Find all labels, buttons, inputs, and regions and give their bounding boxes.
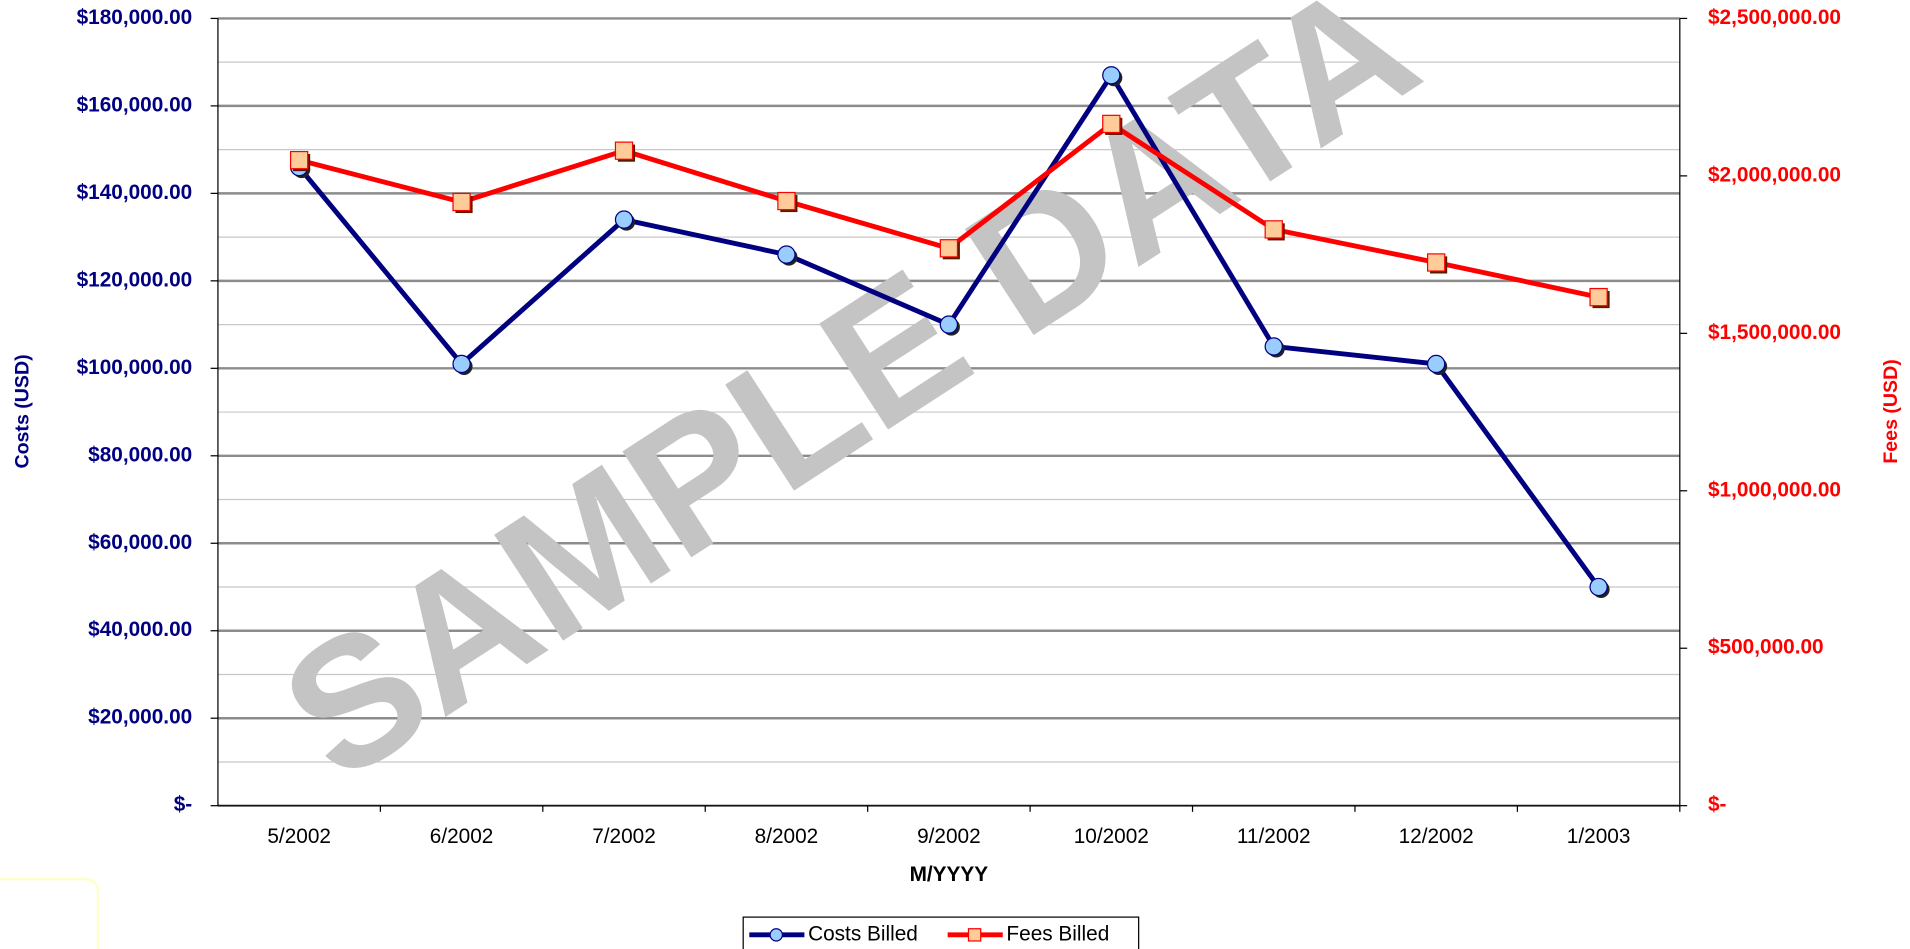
y-tick-label: $140,000.00 bbox=[77, 181, 193, 204]
watermark: SAMPLE DATA bbox=[248, 0, 1449, 819]
legend bbox=[742, 916, 1140, 949]
marker bbox=[1426, 253, 1446, 272]
y2-tick-label: $1,500,000.00 bbox=[1708, 321, 1841, 344]
y-tick-label: $180,000.00 bbox=[77, 6, 193, 29]
x-tick-label: 11/2002 bbox=[1237, 825, 1311, 848]
marker bbox=[1426, 354, 1446, 374]
marker bbox=[1264, 337, 1283, 356]
y2-tick-label: $1,000,000.00 bbox=[1708, 478, 1841, 501]
y2-tick-label: $2,000,000.00 bbox=[1708, 163, 1841, 186]
y-tick-label: $100,000.00 bbox=[77, 356, 193, 379]
legend-marker bbox=[967, 928, 982, 942]
x-tick-label: 1/2003 bbox=[1567, 825, 1631, 848]
marker bbox=[614, 141, 634, 160]
y-tick-label: $160,000.00 bbox=[77, 93, 193, 116]
plot bbox=[289, 66, 1610, 599]
legend-marker bbox=[769, 928, 783, 942]
y-tick-label: $40,000.00 bbox=[88, 618, 192, 641]
marker bbox=[777, 191, 796, 211]
marker bbox=[614, 210, 634, 229]
y-tick-label: $- bbox=[174, 793, 193, 816]
y-tick-label: $120,000.00 bbox=[77, 268, 193, 291]
marker bbox=[452, 354, 471, 374]
y2-tick-label: $- bbox=[1708, 793, 1727, 816]
marker bbox=[289, 150, 309, 170]
x-tick-label: 5/2002 bbox=[267, 825, 331, 848]
x-tick-label: 12/2002 bbox=[1399, 825, 1474, 848]
marker bbox=[939, 239, 959, 258]
y-axis-title: Costs (USD) bbox=[11, 354, 33, 468]
x-tick-label: 8/2002 bbox=[755, 825, 819, 848]
y2-tick-label: $2,500,000.00 bbox=[1708, 6, 1841, 29]
x-axis-title: M/YYYY bbox=[910, 863, 989, 886]
marker bbox=[1102, 66, 1121, 85]
y2-tick-label: $500,000.00 bbox=[1708, 636, 1824, 659]
marker bbox=[1589, 287, 1608, 307]
decor-box bbox=[0, 877, 100, 949]
marker bbox=[939, 315, 959, 334]
x-tick-label: 10/2002 bbox=[1074, 825, 1149, 848]
legend-label: Costs Billed bbox=[808, 922, 918, 945]
grid: $- $20,000.00 $40,000.00 $60,000.00 $80,000.… bbox=[77, 6, 1841, 848]
y-tick-label: $60,000.00 bbox=[88, 531, 192, 554]
marker bbox=[452, 192, 471, 212]
marker bbox=[1589, 577, 1608, 597]
marker bbox=[1102, 114, 1121, 134]
x-tick-label: 7/2002 bbox=[592, 825, 656, 848]
marker bbox=[777, 245, 796, 264]
y2-axis-title: Fees (USD) bbox=[1880, 359, 1902, 463]
x-tick-label: 9/2002 bbox=[917, 825, 981, 848]
marker bbox=[1264, 220, 1283, 239]
legend-items: Costs Billed Fees Billed bbox=[749, 922, 1109, 945]
x-tick-label: 6/2002 bbox=[430, 825, 494, 848]
legend-label: Fees Billed bbox=[1006, 922, 1109, 945]
y-tick-label: $20,000.00 bbox=[88, 706, 192, 729]
y-tick-label: $80,000.00 bbox=[88, 443, 192, 466]
